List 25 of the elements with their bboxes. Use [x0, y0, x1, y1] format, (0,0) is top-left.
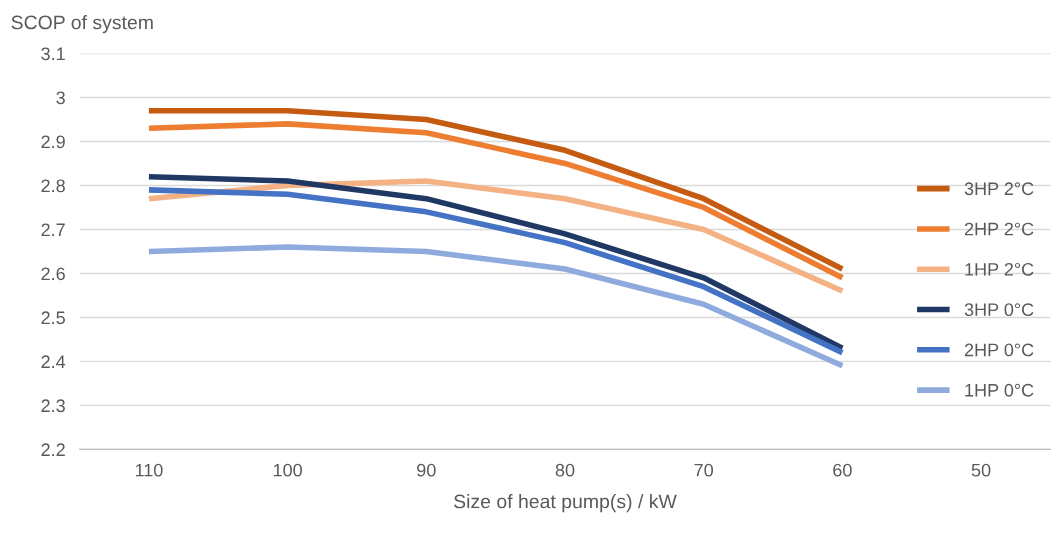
y-tick-label: 2.3	[41, 399, 65, 413]
x-axis-title: Size of heat pump(s) / kW	[454, 494, 677, 513]
x-tick-label: 80	[555, 463, 575, 477]
y-tick-label: 3	[56, 91, 65, 105]
legend-label: 3HP 0°C	[964, 303, 1034, 317]
y-axis-title: SCOP of system	[11, 15, 153, 34]
legend-label: 2HP 0°C	[964, 343, 1034, 357]
y-tick-label: 2.5	[41, 311, 65, 325]
x-tick-label: 70	[694, 463, 714, 477]
legend-label: 2HP 2°C	[964, 222, 1034, 236]
y-tick-label: 2.4	[41, 355, 66, 368]
legend-label: 3HP 2°C	[964, 182, 1034, 196]
x-tick-label: 110	[135, 463, 163, 477]
legend-label: 1HP 2°C	[965, 262, 1034, 276]
y-tick-label: 2.7	[41, 223, 65, 236]
x-tick-label: 90	[417, 463, 436, 477]
y-tick-label: 2.6	[41, 267, 65, 281]
y-tick-label: 2.8	[41, 179, 65, 193]
x-tick-label: 50	[971, 463, 991, 477]
x-tick-label: 100	[273, 463, 302, 477]
x-tick-label: 60	[833, 463, 852, 477]
y-tick-label: 2.9	[41, 135, 65, 149]
y-tick-label: 3.1	[41, 47, 65, 61]
legend-label: 1HP 0°C	[965, 383, 1034, 397]
y-tick-label: 2.2	[41, 443, 65, 456]
